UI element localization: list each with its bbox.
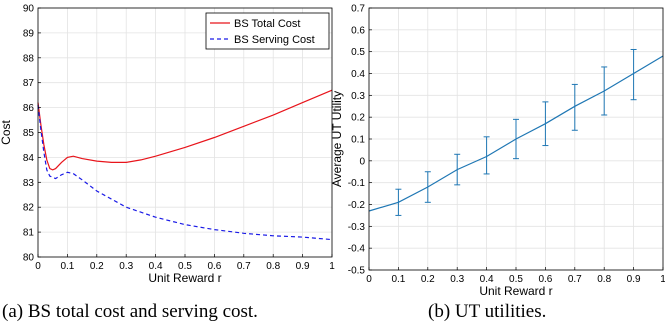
chart-a-legend: BS Total Cost BS Serving Cost — [205, 12, 330, 50]
x-tick-label: 0.1 — [60, 261, 74, 272]
y-tick-label: 84 — [23, 153, 35, 164]
y-tick-label: 0.3 — [351, 91, 365, 102]
y-tick-label: 80 — [23, 253, 35, 264]
y-tick-label: 0.5 — [351, 47, 365, 58]
x-tick-label: 0.3 — [119, 261, 133, 272]
x-tick-label: 1 — [329, 261, 335, 272]
y-tick-label: 85 — [23, 128, 35, 139]
x-tick-label: 0.5 — [178, 261, 192, 272]
chart-a-ylabel: Cost — [0, 120, 13, 145]
y-tick-label: -0.5 — [348, 266, 366, 277]
y-tick-label: 0.1 — [351, 135, 365, 146]
y-tick-label: 0 — [359, 156, 365, 167]
x-tick-label: 0.4 — [149, 261, 163, 272]
x-tick-label: 0.2 — [421, 274, 435, 285]
x-tick-label: 0.9 — [296, 261, 310, 272]
y-tick-label: 82 — [23, 203, 35, 214]
x-tick-label: 0.6 — [207, 261, 221, 272]
y-tick-label: 0.6 — [351, 25, 365, 36]
x-tick-label: 0.8 — [597, 274, 611, 285]
y-tick-label: 0.2 — [351, 113, 365, 124]
chart-a: 0 0.1 0.2 0.3 0.4 0.5 0.6 0.7 0.8 0.9 1 80 81 82 83 84 8… — [0, 4, 335, 286]
y-tick-label: 86 — [23, 103, 35, 114]
x-tick-label: 0.7 — [237, 261, 251, 272]
y-tick-label: -0.2 — [348, 200, 366, 211]
y-tick-label: 81 — [23, 228, 35, 239]
x-tick-label: 0 — [366, 274, 372, 285]
x-tick-label: 0.5 — [509, 274, 523, 285]
y-tick-label: 83 — [23, 178, 35, 189]
y-tick-label: 88 — [23, 53, 35, 64]
y-tick-label: -0.3 — [348, 222, 366, 233]
x-tick-label: 0.4 — [480, 274, 494, 285]
x-tick-label: 1 — [660, 274, 665, 285]
y-tick-label: 87 — [23, 78, 35, 89]
series-line-1 — [37, 105, 333, 241]
legend-label-serving-cost: BS Serving Cost — [234, 34, 315, 46]
y-tick-label: 0.7 — [351, 4, 365, 15]
chart-a-ticks: 0 0.1 0.2 0.3 0.4 0.5 0.6 0.7 0.8 0.9 1 80 81 82 83 84 8… — [23, 4, 335, 273]
y-tick-label: 0.4 — [351, 69, 365, 80]
series-line-0 — [37, 89, 333, 171]
y-tick-label: -0.1 — [348, 178, 366, 189]
x-tick-label: 0 — [35, 261, 41, 272]
x-tick-label: 0.2 — [90, 261, 104, 272]
caption-b: (b) UT utilities. — [428, 301, 546, 322]
x-tick-label: 0.6 — [538, 274, 552, 285]
y-tick-label: 89 — [23, 28, 35, 39]
chart-a-series — [37, 89, 333, 241]
chart-b-ylabel: Average UT Utility — [330, 91, 344, 187]
x-tick-label: 0.3 — [450, 274, 464, 285]
chart-b-ticks: 0 0.1 0.2 0.3 0.4 0.5 0.6 0.7 0.8 0.9 1 -0.5 -0.4 -0.… — [348, 4, 665, 286]
x-tick-label: 0.1 — [391, 274, 405, 285]
chart-a-xlabel: Unit Reward r — [148, 271, 221, 285]
caption-a: (a) BS total cost and serving cost. — [2, 301, 258, 322]
x-tick-label: 0.9 — [627, 274, 641, 285]
chart-b-xlabel: Unit Reward r — [479, 284, 552, 298]
legend-label-total-cost: BS Total Cost — [234, 18, 300, 30]
x-tick-label: 0.8 — [266, 261, 280, 272]
y-tick-label: 90 — [23, 4, 35, 15]
legend-box — [205, 12, 330, 50]
chart-b-series — [368, 48, 664, 216]
y-tick-label: -0.4 — [348, 244, 366, 255]
x-tick-label: 0.7 — [568, 274, 582, 285]
chart-b: 0 0.1 0.2 0.3 0.4 0.5 0.6 0.7 0.8 0.9 1 -0.5 -0.4 -0.… — [330, 4, 665, 299]
